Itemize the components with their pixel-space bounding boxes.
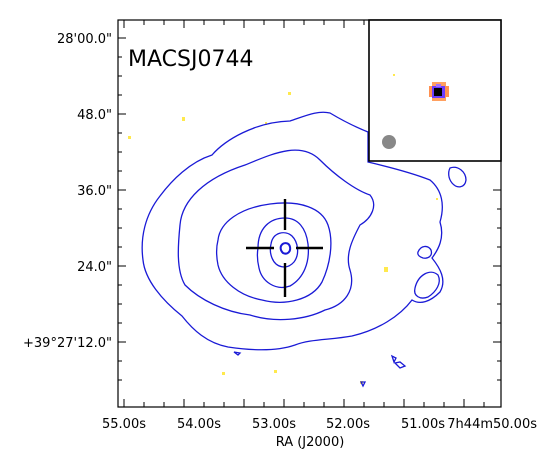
contour-loop-right <box>414 271 440 299</box>
contour-fragment-2 <box>390 354 397 364</box>
x-tick-label: 7h44m50.00s <box>447 417 537 432</box>
x-tick-label: 55.00s <box>102 417 146 432</box>
contour-fragment-4 <box>233 351 242 356</box>
contour-fragment-5 <box>448 166 467 188</box>
y-tick-label: 36.0" <box>77 184 112 199</box>
inset-source <box>429 82 449 101</box>
crosshair-marker <box>246 199 323 297</box>
x-ticks <box>123 20 485 407</box>
figure-title: MACSJ0744 <box>128 47 253 72</box>
contour-knot-right <box>417 245 433 259</box>
y-tick-label: 28'00.0" <box>57 32 112 47</box>
x-tick-label: 52.00s <box>326 417 370 432</box>
contour-level-4 <box>256 217 310 288</box>
beam-ellipse-icon <box>382 135 396 149</box>
y-tick-label: +39°27'12.0" <box>23 336 112 351</box>
inset-panel <box>368 19 502 162</box>
contour-fragment-1 <box>393 361 407 369</box>
x-tick-label: 51.00s <box>401 417 445 432</box>
contour-level-3 <box>215 202 332 303</box>
x-tick-labels: 55.00s 54.00s 53.00s 52.00s 51.00s 7h44m… <box>102 417 537 432</box>
x-tick-label: 53.00s <box>252 417 296 432</box>
x-axis-label: RA (J2000) <box>276 435 345 450</box>
contour-level-5 <box>269 232 299 268</box>
x-tick-label: 54.00s <box>177 417 221 432</box>
contour-level-1 <box>141 111 444 351</box>
y-tick-label: 48.0" <box>77 108 112 123</box>
contour-level-2 <box>177 149 375 321</box>
y-tick-labels: 28'00.0" 48.0" 36.0" 24.0" +39°27'12.0" <box>23 32 112 351</box>
contour-core <box>279 242 292 255</box>
contour-fragment-3 <box>359 381 367 388</box>
y-tick-label: 24.0" <box>77 260 112 275</box>
contour-lines <box>141 111 467 388</box>
